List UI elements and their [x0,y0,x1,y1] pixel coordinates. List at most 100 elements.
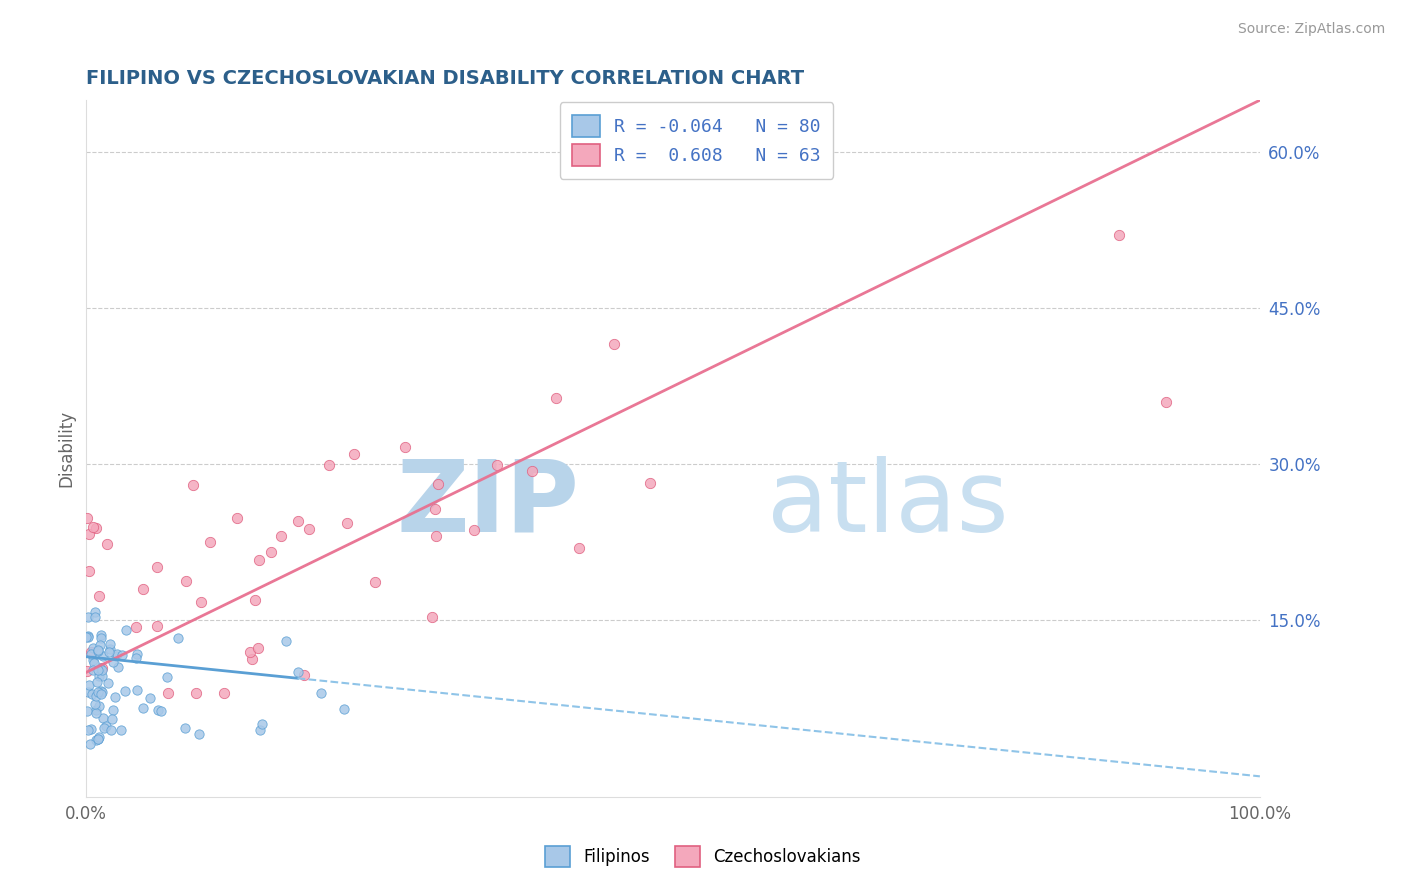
Point [239,645,262,659]
Point [104,690,127,704]
Point [145,559,167,574]
Point [87,731,110,746]
Point [186,686,208,700]
Point [86,643,108,657]
Point [247,553,270,567]
Point [132,701,155,715]
Point [336,516,359,531]
Point [125,647,148,661]
Point [94,719,117,733]
Point [86,675,108,690]
Point [287,514,309,528]
Point [343,447,366,461]
Point [259,545,281,559]
Point [89,669,111,683]
Point [90,631,112,645]
Point [77,527,100,541]
Point [91,685,114,699]
Point [1108,228,1130,243]
Point [75,631,97,645]
Point [90,687,112,701]
Point [84,698,107,712]
Point [125,620,148,634]
Point [87,730,110,744]
Point [249,723,271,737]
Point [486,458,509,472]
Point [425,529,447,543]
Point [84,610,107,624]
Point [80,645,103,659]
Point [125,651,148,665]
Point [96,537,118,551]
Point [101,712,124,726]
Point [96,676,118,690]
Point [181,478,204,492]
Point [87,698,110,713]
Point [76,704,98,718]
Text: FILIPINO VS CZECHOSLOVAKIAN DISABILITY CORRELATION CHART: FILIPINO VS CZECHOSLOVAKIAN DISABILITY C… [86,69,804,87]
Text: atlas: atlas [766,456,1008,553]
Point [125,682,148,697]
Point [243,592,266,607]
Point [77,564,100,578]
Point [364,575,387,590]
Point [90,684,112,698]
Point [91,663,114,677]
Point [89,661,111,675]
Legend: Filipinos, Czechoslovakians: Filipinos, Czechoslovakians [536,836,870,877]
Point [77,629,100,643]
Point [87,732,110,747]
Point [83,656,105,670]
Point [89,638,111,652]
Point [522,464,544,478]
Point [298,522,321,536]
Point [90,628,112,642]
Point [97,645,120,659]
Point [198,535,221,549]
Point [226,510,249,524]
Point [76,511,98,525]
Point [98,641,121,656]
Point [174,574,197,589]
Point [157,686,180,700]
Point [146,703,169,717]
Point [115,623,138,637]
Point [422,610,444,624]
Point [93,721,115,735]
Point [84,706,107,721]
Point [638,476,661,491]
Point [76,685,98,699]
Point [82,520,104,534]
Point [132,582,155,597]
Point [252,717,274,731]
Point [90,668,112,682]
Point [114,683,136,698]
Point [91,649,114,664]
Point [111,648,134,662]
Point [84,689,107,703]
Point [603,336,626,351]
Point [240,652,263,666]
Point [568,541,591,555]
Point [287,665,309,680]
Point [110,723,132,738]
Legend: R = -0.064   N = 80, R =  0.608   N = 63: R = -0.064 N = 80, R = 0.608 N = 63 [560,103,834,178]
Point [80,723,103,737]
Point [270,529,292,543]
Point [318,458,340,473]
Point [91,661,114,675]
Point [80,687,103,701]
Point [173,721,195,735]
Point [86,703,108,717]
Point [82,641,104,656]
Point [156,670,179,684]
Point [79,678,101,692]
Point [105,647,128,661]
Point [190,595,212,609]
Point [394,440,416,454]
Point [212,686,235,700]
Point [246,641,269,656]
Point [87,685,110,699]
Point [80,647,103,661]
Point [427,476,450,491]
